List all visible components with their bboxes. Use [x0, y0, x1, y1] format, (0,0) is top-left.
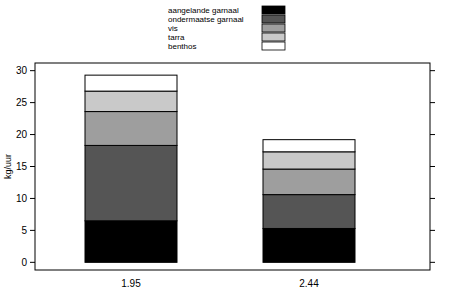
chart: 1.95 2.44 0 5 10 15 20 25 30 kg/uur aangelande gar… [0, 0, 450, 300]
tick-left [30, 166, 35, 167]
legend-label: vis [168, 24, 178, 33]
bar-segment [85, 145, 177, 220]
tick-label: 5 [21, 225, 27, 236]
tick-right [430, 198, 435, 199]
legend-swatch [262, 33, 285, 41]
tick-left [30, 134, 35, 135]
category-label: 2.44 [299, 278, 319, 289]
tick-label: 25 [16, 97, 28, 108]
tick-left [30, 70, 35, 71]
tick-label: 30 [16, 65, 28, 76]
bar-segment [263, 140, 355, 152]
tick-left [30, 262, 35, 263]
legend-label: aangelande garnaal [168, 6, 239, 15]
bar-segment [263, 169, 355, 195]
legend-swatch [262, 6, 285, 14]
legend-swatch [262, 42, 285, 50]
legend-label: ondermaatse garnaal [168, 15, 244, 24]
plot-frame [35, 63, 430, 270]
legend-swatch [262, 24, 285, 32]
bar-segment [85, 112, 177, 146]
tick-left [30, 198, 35, 199]
bar-segment [85, 91, 177, 111]
tick-label: 15 [16, 161, 28, 172]
bar-segment [85, 221, 177, 263]
tick-label: 10 [16, 193, 28, 204]
tick-right [430, 102, 435, 103]
bars [85, 75, 355, 262]
legend-label: benthos [168, 42, 196, 51]
bar-segment [263, 195, 355, 229]
tick-left [30, 230, 35, 231]
tick-label: 0 [21, 257, 27, 268]
bar-segment [263, 152, 355, 169]
tick-right [430, 262, 435, 263]
tick-right [430, 230, 435, 231]
bar-segment [85, 75, 177, 91]
tick-left [30, 102, 35, 103]
legend-swatch [262, 15, 285, 23]
tick-right [430, 134, 435, 135]
legend: aangelande garnaalondermaatse garnaalvis… [168, 6, 285, 51]
tick-label: 20 [16, 129, 28, 140]
tick-right [430, 70, 435, 71]
category-label: 1.95 [121, 278, 141, 289]
legend-label: tarra [168, 33, 185, 42]
y-axis-label: kg/uur [3, 154, 13, 179]
bar-segment [263, 228, 355, 262]
tick-right [430, 166, 435, 167]
